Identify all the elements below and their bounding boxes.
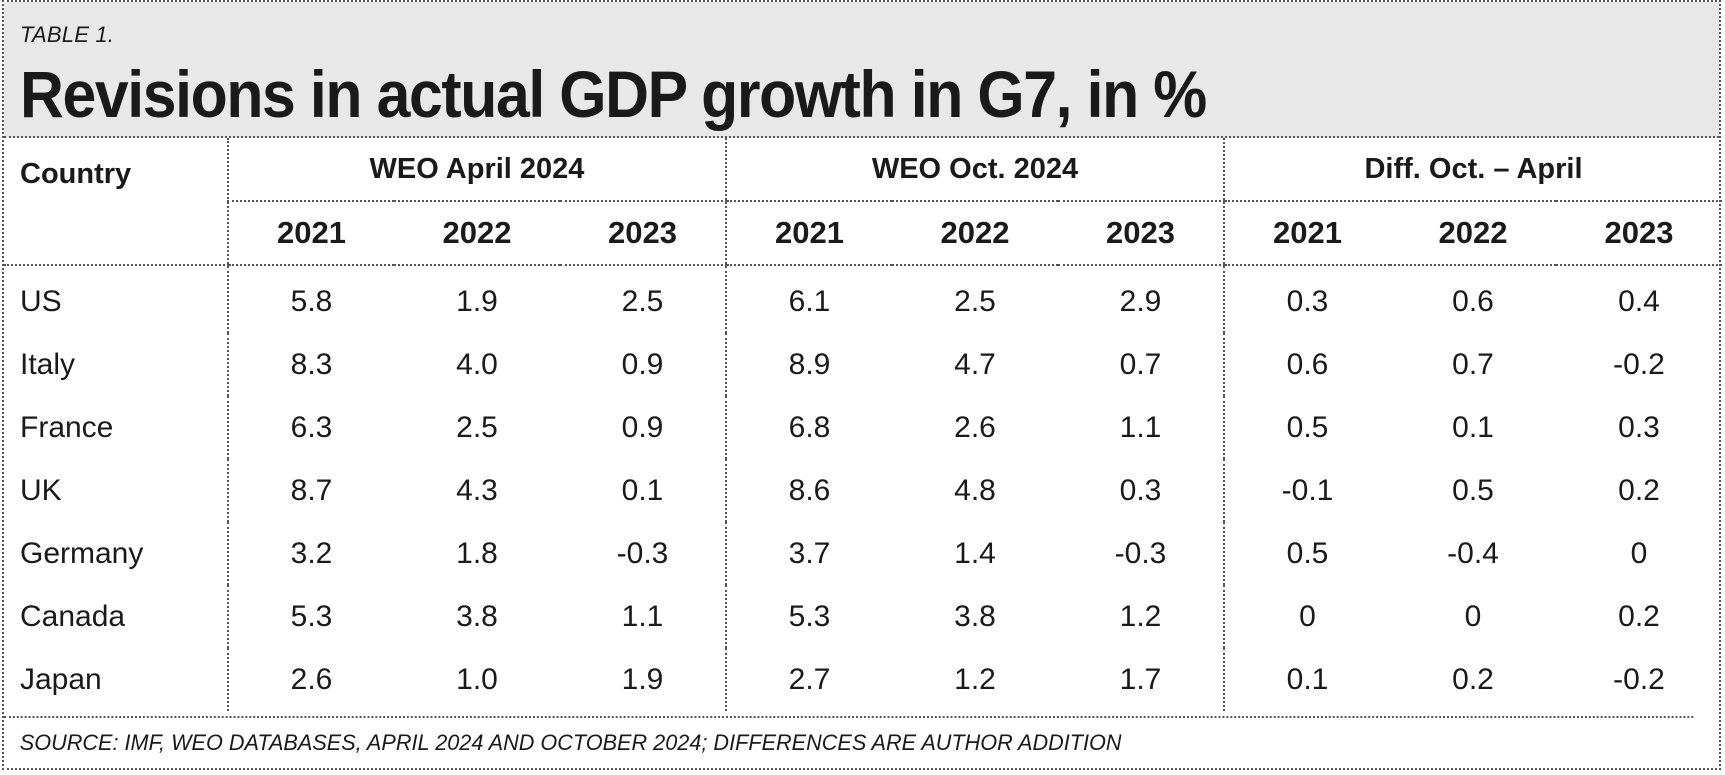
group-header-weo-april-2024: WEO April 2024 — [227, 138, 726, 202]
value-cell: 1.2 — [954, 662, 996, 696]
value-cell: 1.9 — [456, 284, 498, 318]
value-cell: 0.3 — [1618, 410, 1660, 444]
value-cell: 2.9 — [1119, 284, 1162, 318]
value-cell: 0.5 — [1452, 473, 1494, 507]
value-cell: 2.5 — [456, 410, 498, 444]
table-row: Italy 8.3 4.0 0.9 8.9 4.7 0.7 0.6 0.7 -0.2 — [4, 333, 1722, 396]
value-cell: 3.2 — [227, 522, 394, 585]
year-header: 2022 — [892, 201, 1058, 266]
value-cell: 0.3 — [1223, 265, 1390, 333]
value-cell: 0.1 — [1223, 648, 1390, 711]
value-cell: 1.4 — [954, 536, 996, 570]
value-cell: 0.2 — [1618, 473, 1660, 507]
value-cell: 4.0 — [456, 347, 498, 381]
value-cell: 3.8 — [456, 599, 498, 633]
table-row: Canada 5.3 3.8 1.1 5.3 3.8 1.2 0 0 0.2 — [4, 585, 1722, 648]
value-cell: 2.5 — [621, 284, 664, 318]
value-cell: 0 — [1630, 536, 1648, 570]
country-cell: Japan — [20, 662, 102, 696]
value-cell: 0.5 — [1223, 396, 1390, 459]
value-cell: 0.2 — [1452, 662, 1494, 696]
year-header: 2023 — [1556, 201, 1723, 266]
table-row: US 5.8 1.9 2.5 6.1 2.5 2.9 0.3 0.6 0.4 — [4, 265, 1722, 333]
value-cell: 8.7 — [227, 459, 394, 522]
value-cell: 6.3 — [227, 396, 394, 459]
value-cell: 4.3 — [456, 473, 498, 507]
value-cell: 0 — [1464, 599, 1482, 633]
value-cell: 5.8 — [227, 265, 394, 333]
value-cell: 1.9 — [621, 662, 664, 696]
group-header-weo-oct-2024: WEO Oct. 2024 — [725, 138, 1224, 202]
value-cell: -0.3 — [616, 536, 669, 570]
value-cell: 0.7 — [1452, 347, 1494, 381]
group-header-diff: Diff. Oct. – April — [1222, 138, 1723, 202]
value-cell: 8.6 — [725, 459, 892, 522]
value-cell: 1.1 — [621, 599, 664, 633]
country-cell: Italy — [20, 347, 76, 381]
source-note: SOURCE: IMF, WEO DATABASES, APRIL 2024 A… — [4, 716, 1694, 768]
country-cell: UK — [20, 473, 62, 507]
table-body: US 5.8 1.9 2.5 6.1 2.5 2.9 0.3 0.6 0.4 Italy 8.3 4.0… — [4, 265, 1722, 711]
value-cell: 0.7 — [1119, 347, 1162, 381]
value-cell: 0.1 — [1452, 410, 1494, 444]
value-cell: 3.8 — [954, 599, 996, 633]
value-cell: 1.1 — [1119, 410, 1162, 444]
value-cell: -0.2 — [1613, 347, 1665, 381]
table-tag: TABLE 1. — [20, 22, 115, 47]
value-cell: 0.4 — [1618, 284, 1660, 318]
value-cell: 4.7 — [954, 347, 996, 381]
value-cell: 0.5 — [1223, 522, 1390, 585]
value-cell: 0.6 — [1452, 284, 1494, 318]
value-cell: 2.5 — [954, 284, 996, 318]
year-header: 2023 — [1058, 201, 1224, 266]
value-cell: 8.9 — [725, 333, 892, 396]
value-cell: 0.9 — [621, 410, 664, 444]
table-row: Japan 2.6 1.0 1.9 2.7 1.2 1.7 0.1 0.2 -0.2 — [4, 648, 1722, 711]
table-title: Revisions in actual GDP growth in G7, in… — [20, 57, 1207, 131]
table-row: UK 8.7 4.3 0.1 8.6 4.8 0.3 -0.1 0.5 0.2 — [4, 459, 1722, 522]
country-cell: France — [20, 410, 114, 444]
value-cell: 8.3 — [227, 333, 394, 396]
table-row: France 6.3 2.5 0.9 6.8 2.6 1.1 0.5 0.1 0.3 — [4, 396, 1722, 459]
value-cell: 0.3 — [1119, 473, 1162, 507]
value-cell: 1.0 — [456, 662, 498, 696]
country-cell: US — [20, 284, 62, 318]
year-header: 2021 — [227, 201, 394, 266]
value-cell: 2.6 — [227, 648, 394, 711]
year-header: 2022 — [1390, 201, 1556, 266]
value-cell: 6.1 — [725, 265, 892, 333]
country-column-header: Country — [4, 138, 228, 266]
value-cell: 4.8 — [954, 473, 996, 507]
value-cell: -0.4 — [1447, 536, 1499, 570]
value-cell: 1.2 — [1119, 599, 1162, 633]
value-cell: 0.6 — [1223, 333, 1390, 396]
gdp-revisions-table: Country WEO April 2024 WEO Oct. 2024 Dif… — [4, 138, 1723, 711]
value-cell: -0.3 — [1114, 536, 1167, 570]
value-cell: 2.7 — [725, 648, 892, 711]
value-cell: 3.7 — [725, 522, 892, 585]
year-header: 2022 — [394, 201, 560, 266]
table-header: TABLE 1. Revisions in actual GDP growth … — [4, 2, 1719, 138]
value-cell: 5.3 — [725, 585, 892, 648]
country-cell: Germany — [20, 536, 144, 570]
value-cell: 6.8 — [725, 396, 892, 459]
value-cell: 0.9 — [621, 347, 664, 381]
value-cell: -0.1 — [1223, 459, 1390, 522]
year-header: 2021 — [1223, 201, 1390, 266]
value-cell: 5.3 — [227, 585, 394, 648]
table-row: Germany 3.2 1.8 -0.3 3.7 1.4 -0.3 0.5 -0.4 0 — [4, 522, 1722, 585]
value-cell: 1.7 — [1119, 662, 1162, 696]
value-cell: 2.6 — [954, 410, 996, 444]
value-cell: 0.2 — [1618, 599, 1660, 633]
year-header: 2021 — [725, 201, 892, 266]
value-cell: 0 — [1223, 585, 1390, 648]
country-cell: Canada — [20, 599, 126, 633]
year-header: 2023 — [560, 201, 726, 266]
value-cell: 0.1 — [621, 473, 664, 507]
value-cell: -0.2 — [1613, 662, 1665, 696]
value-cell: 1.8 — [456, 536, 498, 570]
